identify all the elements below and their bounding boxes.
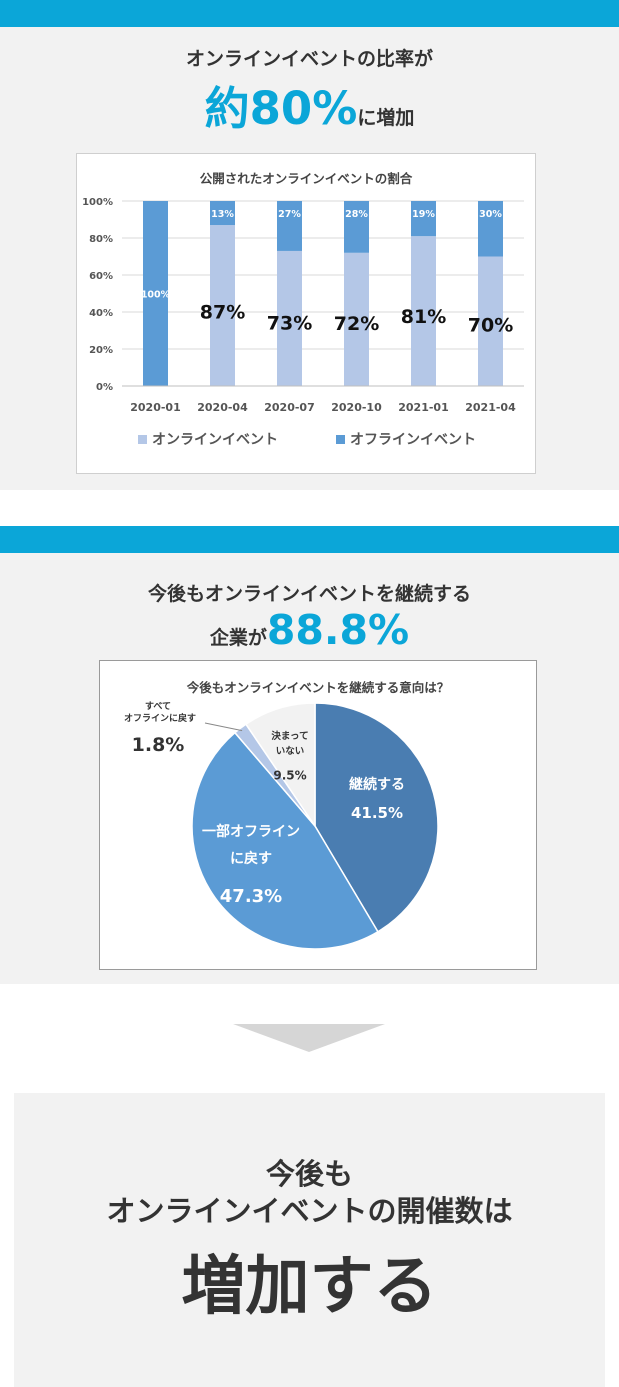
- pie-label-continue-value: 41.5%: [351, 804, 403, 822]
- pie-label-partial-name: に戻す: [230, 850, 272, 867]
- bar-chart-box: 公開されたオンラインイベントの割合 0% 20% 40% 60% 80% 100% 100%…: [76, 153, 536, 474]
- bar-online: [344, 252, 369, 386]
- conclusion-line1: 今後も: [265, 1157, 353, 1191]
- x-tick-label: 2021-04: [465, 401, 516, 414]
- bar-offline: [210, 201, 235, 226]
- pie-label-all-name: オフラインに戻す: [124, 712, 196, 724]
- section2-big-number: 88.8%: [266, 606, 410, 654]
- legend-label-online: オンラインイベント: [152, 432, 278, 448]
- x-tick-label: 2021-01: [398, 401, 449, 414]
- section1-headline: オンラインイベントの比率が: [185, 48, 433, 70]
- bar-label-online: 70%: [468, 315, 513, 337]
- bar-label-online: 87%: [200, 301, 245, 323]
- bar-chart: 0% 20% 40% 60% 80% 100% 100% 2020-01 13% 87% 2020-…: [82, 197, 524, 448]
- bar-label-offline: 13%: [211, 209, 234, 220]
- bar-label-offline: 28%: [345, 209, 368, 220]
- section2-headline-pre: 企業が: [209, 627, 267, 649]
- pie-leader-line: [204, 722, 243, 732]
- pie-label-undecided-name: 決まって: [271, 730, 308, 742]
- legend-swatch-offline: [336, 435, 345, 444]
- pie-slice: [191, 731, 379, 950]
- pie-slice: [314, 702, 439, 933]
- section1-big-number: 約80%: [204, 82, 358, 135]
- section1-headline-tail: に増加: [357, 107, 415, 129]
- y-tick-label: 60%: [89, 271, 113, 282]
- y-tick-label: 80%: [89, 234, 113, 245]
- bar-label-offline: 30%: [479, 209, 502, 220]
- pie-chart-box: 今後もオンラインイベントを継続する意向は？ 継続する 41.5% 一部オフライン に戻…: [99, 660, 537, 970]
- legend-label-offline: オフラインイベント: [350, 432, 476, 448]
- bar-offline: [143, 201, 168, 386]
- bar-offline: [411, 201, 436, 237]
- pie-label-undecided-name: いない: [276, 746, 305, 757]
- pie-label-partial-name: 一部オフライン: [202, 823, 300, 840]
- x-tick-label: 2020-01: [130, 401, 181, 414]
- x-tick-label: 2020-10: [331, 401, 382, 414]
- bar-online: [478, 256, 503, 386]
- y-tick-label: 0%: [96, 382, 113, 393]
- pie-label-all-name: すべて: [145, 701, 171, 712]
- pie-label-all-value: 1.8%: [132, 734, 185, 756]
- section2-headline: 今後もオンラインイベントを継続する: [147, 583, 471, 605]
- bar-label-online: 81%: [401, 306, 446, 328]
- bar-label-online: 73%: [267, 312, 312, 334]
- legend-swatch-online: [138, 435, 147, 444]
- down-arrow-icon: [233, 1024, 385, 1052]
- pie-slice: [244, 702, 316, 829]
- conclusion-emphasis: 増加する: [181, 1250, 438, 1324]
- y-tick-label: 40%: [89, 308, 113, 319]
- bar-offline: [277, 201, 302, 251]
- bar-offline: [478, 201, 503, 257]
- y-tick-label: 20%: [89, 345, 113, 356]
- section2-top-bar: [0, 526, 619, 553]
- bar-online: [277, 250, 302, 386]
- bar-label-offline: 19%: [412, 209, 435, 220]
- section1-top-bar: [0, 0, 619, 27]
- bar-offline: [344, 201, 369, 253]
- pie-label-continue-name: 継続する: [349, 776, 405, 793]
- bar-online: [210, 225, 235, 386]
- conclusion-box: 今後も オンラインイベントの開催数は 増加する: [14, 1093, 605, 1387]
- bar-chart-title: 公開されたオンラインイベントの割合: [199, 171, 413, 186]
- pie-label-undecided-value: 9.5%: [273, 769, 306, 783]
- bar-online: [411, 236, 436, 386]
- pie-label-partial-value: 47.3%: [220, 886, 282, 907]
- pie-chart-title: 今後もオンラインイベントを継続する意向は？: [186, 680, 450, 695]
- x-tick-label: 2020-07: [264, 401, 315, 414]
- bar-label-offline: 27%: [278, 209, 301, 220]
- section2-headline-emphasis: 企業が88.8%: [0, 606, 619, 654]
- bar-label-online: 72%: [334, 313, 379, 335]
- x-tick-label: 2020-04: [197, 401, 248, 414]
- conclusion-line2: オンラインイベントの開催数は: [106, 1194, 513, 1228]
- y-tick-label: 100%: [82, 197, 113, 208]
- section1-headline-emphasis: 約80%に増加: [0, 72, 619, 137]
- bar-label-offline: 100%: [141, 290, 171, 301]
